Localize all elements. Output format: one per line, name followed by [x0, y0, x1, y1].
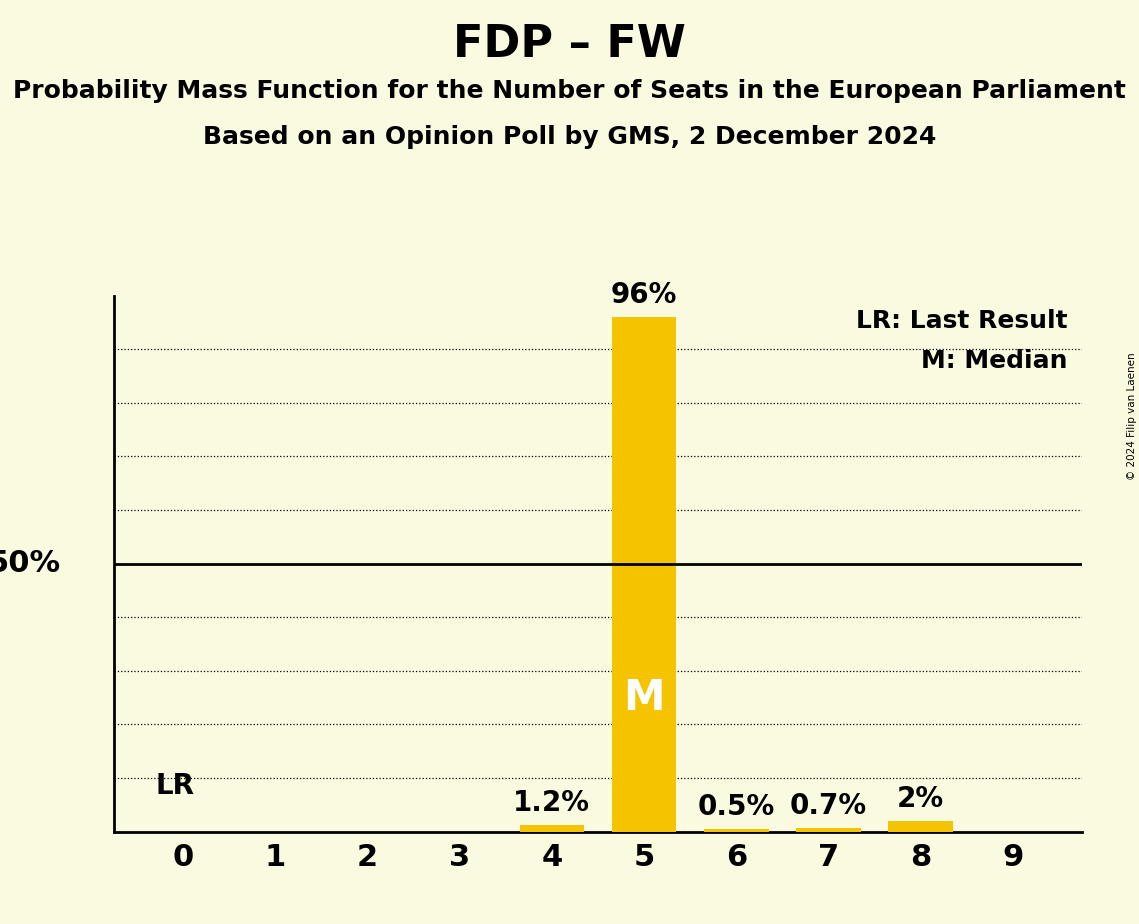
Text: M: Median: M: Median [921, 349, 1067, 373]
Text: 2%: 2% [898, 784, 944, 813]
Text: © 2024 Filip van Laenen: © 2024 Filip van Laenen [1126, 352, 1137, 480]
Text: 1.2%: 1.2% [514, 789, 590, 817]
Bar [519, 825, 584, 832]
Text: Probability Mass Function for the Number of Seats in the European Parliament: Probability Mass Function for the Number… [13, 79, 1126, 103]
Text: LR: Last Result: LR: Last Result [855, 310, 1067, 333]
Bar [612, 317, 677, 832]
Text: 50%: 50% [0, 549, 60, 578]
Text: FDP – FW: FDP – FW [453, 23, 686, 67]
Text: Based on an Opinion Poll by GMS, 2 December 2024: Based on an Opinion Poll by GMS, 2 Decem… [203, 125, 936, 149]
Text: 96%: 96% [611, 281, 678, 310]
Bar [796, 828, 861, 832]
Text: 0.7%: 0.7% [790, 792, 867, 820]
Bar [888, 821, 953, 832]
Text: M: M [623, 676, 665, 719]
Text: 0.5%: 0.5% [698, 793, 775, 821]
Bar [704, 829, 769, 832]
Text: LR: LR [155, 772, 195, 800]
